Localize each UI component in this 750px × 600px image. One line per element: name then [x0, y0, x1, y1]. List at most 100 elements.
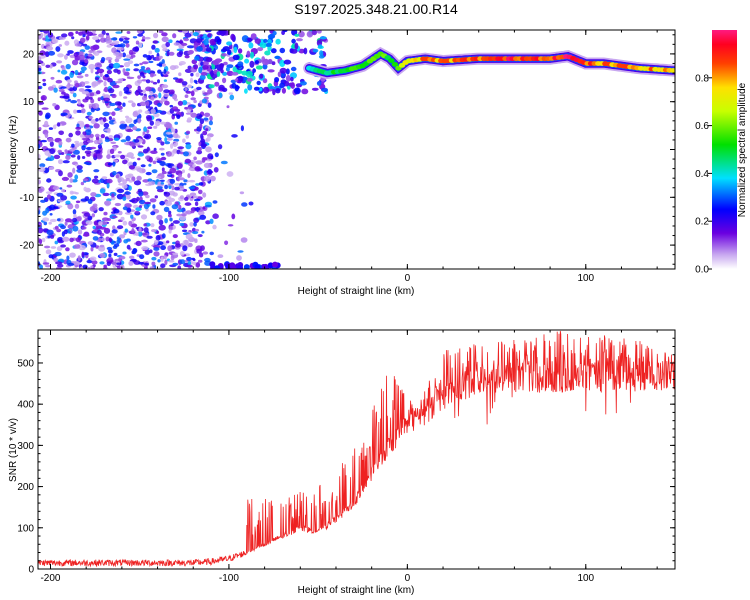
heat-blob	[47, 235, 51, 239]
heat-blob	[67, 50, 74, 54]
heat-blob	[75, 126, 82, 130]
heat-blob	[237, 264, 243, 269]
heat-blob	[161, 167, 165, 172]
heat-blob	[132, 161, 137, 167]
heat-blob	[138, 226, 142, 233]
heat-blob	[67, 203, 74, 210]
heat-blob	[291, 38, 296, 44]
heat-blob	[196, 46, 203, 52]
y-tick-label: 500	[17, 358, 34, 369]
heat-blob	[95, 90, 101, 95]
heat-blob	[202, 206, 206, 210]
heat-blob	[132, 248, 137, 255]
heat-blob	[153, 247, 160, 251]
heat-blob	[92, 103, 100, 109]
heat-blob	[140, 164, 146, 168]
heat-blob	[303, 47, 308, 55]
heat-blob	[99, 37, 107, 43]
heat-blob	[97, 79, 104, 83]
heat-blob	[125, 43, 130, 48]
heat-blob	[118, 90, 123, 97]
heat-blob	[218, 92, 223, 98]
heat-blob	[53, 257, 59, 263]
heat-blob	[74, 69, 79, 76]
snr-frame	[37, 329, 676, 570]
heat-blob	[175, 243, 181, 248]
heat-blob	[111, 93, 117, 99]
heat-blob	[60, 112, 68, 116]
heat-blob	[115, 55, 122, 60]
heat-blob	[316, 30, 322, 34]
heat-blob	[66, 230, 71, 234]
heat-blob	[130, 156, 135, 159]
heat-blob	[120, 216, 125, 221]
colorbar-tick-label: 0.4	[695, 169, 709, 180]
heat-blob	[152, 81, 158, 85]
heat-blob	[129, 141, 136, 147]
heat-blob	[167, 245, 173, 252]
heat-blob	[77, 100, 81, 105]
heat-blob	[105, 56, 113, 61]
heat-blob	[145, 100, 150, 107]
heat-blob	[110, 141, 117, 144]
heat-blob	[194, 166, 201, 172]
heat-blob	[135, 232, 139, 236]
heat-blob	[54, 240, 59, 245]
heat-blob	[74, 203, 80, 209]
heat-blob	[46, 178, 52, 183]
heat-blob	[78, 31, 83, 36]
heat-blob	[145, 194, 150, 199]
colorbar-tick-label: 0.2	[695, 217, 709, 228]
heat-blob	[144, 36, 151, 40]
heat-blob	[210, 155, 214, 160]
heat-blob	[200, 138, 206, 145]
heat-blob	[130, 214, 134, 219]
heat-blob	[93, 169, 100, 173]
heat-blob	[82, 264, 88, 269]
heat-blob	[150, 211, 156, 216]
heat-blob	[262, 58, 270, 66]
heat-blob	[151, 229, 157, 233]
heat-blob	[81, 156, 86, 159]
heat-blob	[270, 48, 277, 54]
heat-blob	[91, 81, 99, 87]
heat-blob	[109, 232, 114, 237]
heat-blob	[152, 160, 157, 165]
heat-blob	[75, 237, 81, 243]
heat-blob	[132, 46, 139, 52]
heat-blob	[202, 65, 209, 70]
heat-blob	[94, 175, 99, 179]
heat-blob	[272, 31, 277, 36]
heat-blob	[90, 265, 94, 269]
heat-blob	[97, 144, 102, 150]
heat-blob	[179, 215, 187, 221]
heat-blob	[83, 81, 90, 84]
heat-blob	[69, 72, 74, 78]
heat-blob	[122, 68, 126, 74]
heat-blob	[87, 266, 91, 269]
heat-blob	[203, 117, 209, 121]
heat-blob	[89, 206, 96, 212]
heat-blob	[112, 40, 120, 44]
heat-blob	[142, 95, 148, 101]
heat-blob	[318, 55, 325, 59]
heat-blob	[199, 118, 205, 125]
heat-blob	[76, 75, 84, 79]
spectrogram-x-ticks: -200 -100 0 100	[40, 30, 658, 284]
heat-blob	[271, 61, 276, 66]
heat-blob	[104, 73, 109, 78]
heat-blob	[194, 238, 198, 243]
heat-blob	[125, 115, 129, 119]
heat-blob	[106, 218, 111, 221]
heat-blob	[84, 85, 92, 89]
heat-blob	[131, 228, 135, 234]
x-tick-label: 0	[405, 273, 411, 284]
heat-blob	[106, 178, 113, 184]
heat-blob	[43, 30, 50, 34]
heat-blob	[42, 217, 50, 222]
heat-blob	[104, 200, 112, 206]
heat-blob	[43, 221, 48, 226]
heat-blob	[146, 235, 153, 239]
heat-blob	[99, 261, 105, 265]
heat-blob	[207, 88, 213, 95]
